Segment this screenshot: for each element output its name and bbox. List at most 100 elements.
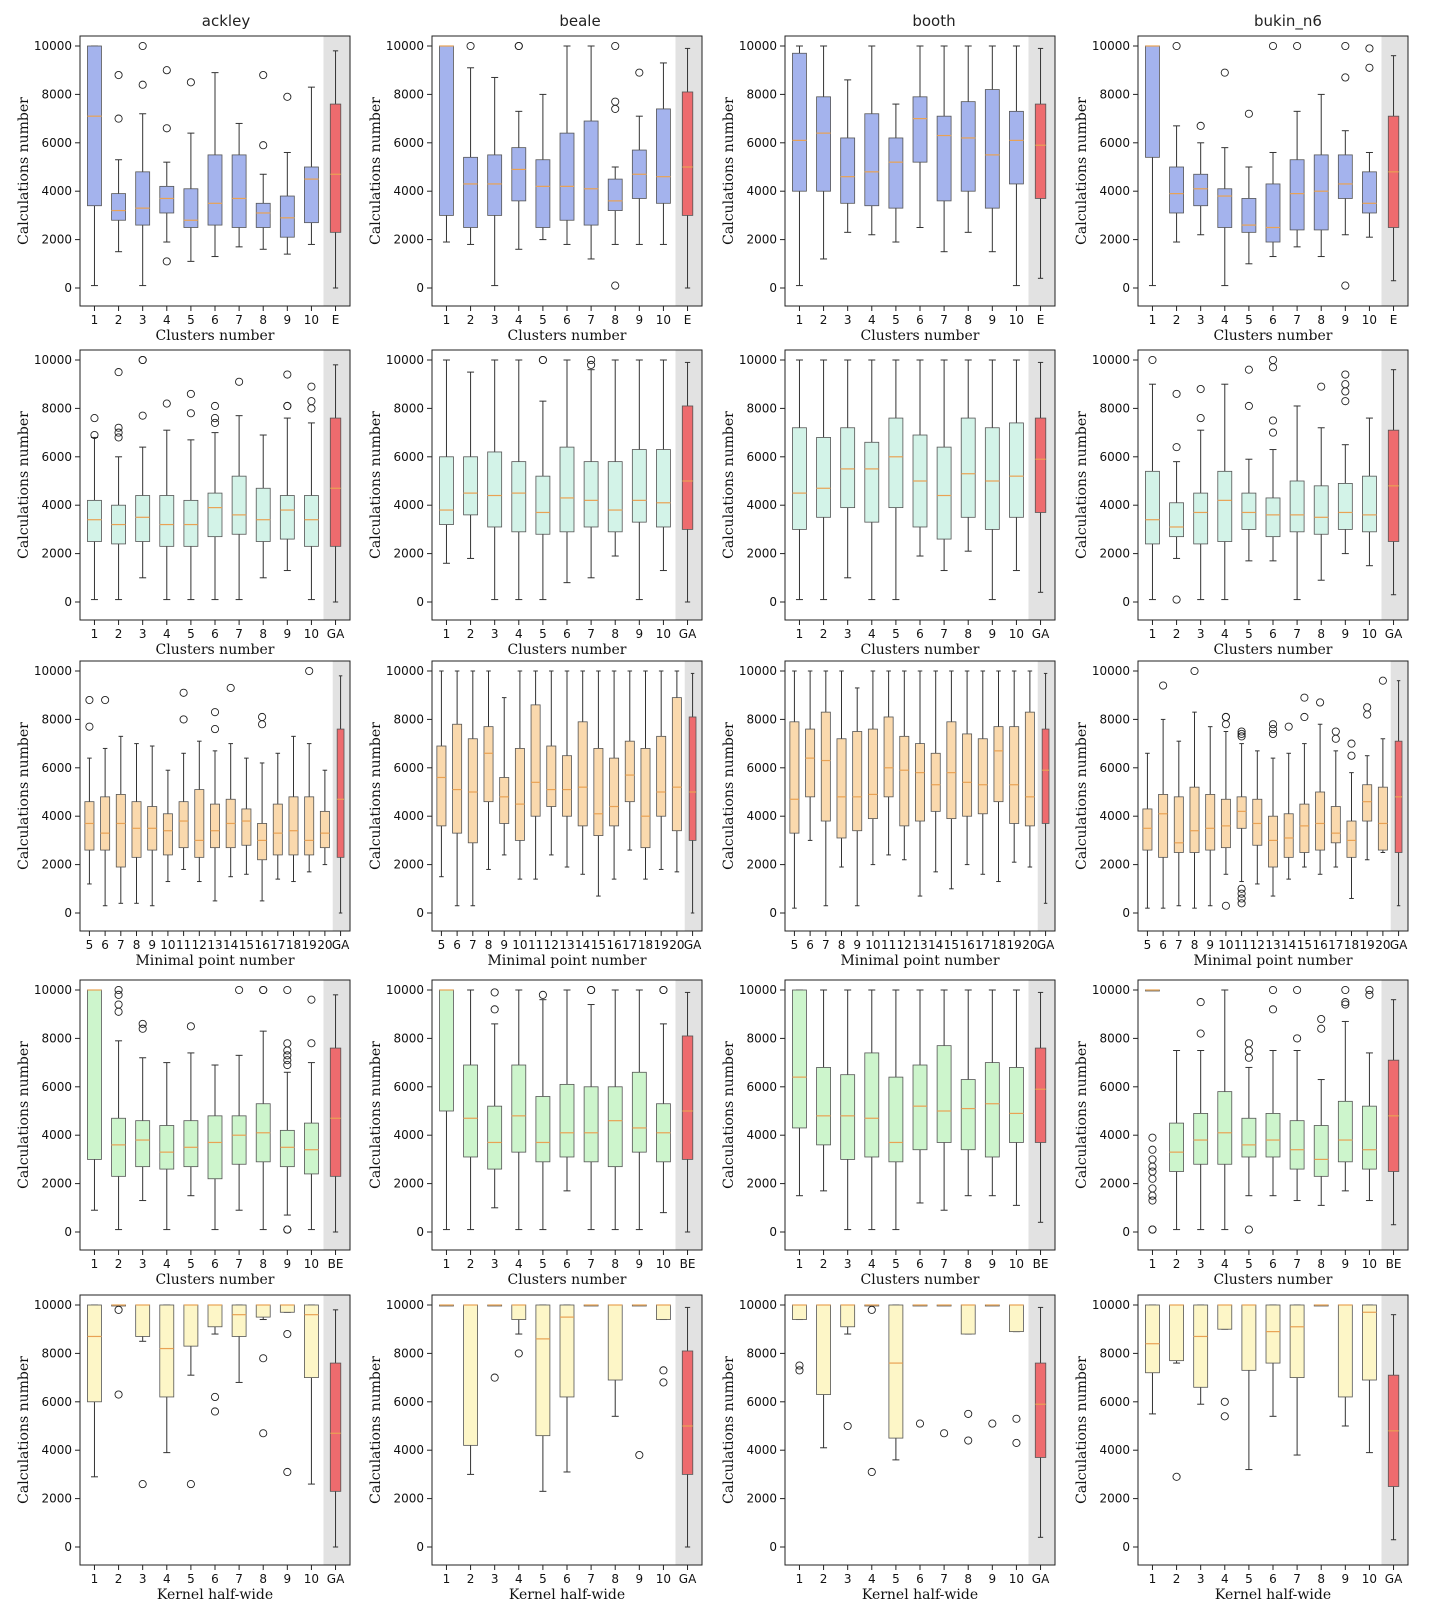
iqr-box: [1009, 1067, 1024, 1143]
box-15: [946, 670, 957, 890]
box-3: [840, 359, 856, 579]
iqr-box: [1145, 45, 1160, 158]
iqr-box: [1009, 1304, 1024, 1333]
box-2: [1169, 1050, 1184, 1231]
x-tick-label: GA: [332, 938, 350, 952]
outlier-point: [1341, 380, 1350, 389]
outlier-point: [1300, 693, 1309, 702]
y-tick-label: 6000: [41, 450, 72, 464]
x-axis-label: Clusters number: [861, 328, 980, 344]
y-tick-label: 8000: [1099, 87, 1130, 101]
iqr-box: [439, 45, 454, 216]
iqr-box: [1145, 470, 1160, 545]
x-tick-label: 3: [844, 1572, 852, 1586]
box-10: [867, 670, 878, 866]
x-tick-label: 6: [563, 1572, 571, 1586]
iqr-box: [1265, 1304, 1281, 1364]
box-9: [852, 687, 863, 907]
box-3: [487, 359, 503, 601]
x-tick-label: 7: [1175, 938, 1183, 952]
box-10: [656, 1304, 671, 1387]
outlier-point: [162, 257, 171, 266]
y-tick-label: 0: [769, 1225, 777, 1239]
y-tick-label: 0: [64, 1540, 72, 1554]
y-tick-label: 6000: [393, 1395, 424, 1409]
y-tick-label: 0: [1122, 595, 1130, 609]
x-axis-label: Kernel half-wide: [509, 1587, 625, 1603]
y-axis-label: Calculations number: [368, 411, 384, 559]
y-tick-label: 8000: [393, 87, 424, 101]
iqr-box: [840, 137, 856, 204]
iqr-box: [1158, 794, 1169, 858]
outlier-point: [1268, 428, 1278, 437]
y-tick-label: 10000: [1092, 664, 1130, 678]
outlier-point: [283, 92, 292, 101]
box-GA: [1041, 672, 1050, 904]
x-tick-label: 5: [892, 1572, 900, 1586]
y-tick-label: 10000: [739, 353, 777, 367]
x-tick-label: 3: [1197, 627, 1205, 641]
box-7: [583, 985, 599, 1231]
x-tick-label: 6: [1269, 627, 1277, 641]
x-tick-label: 7: [1293, 1572, 1301, 1586]
box-9: [1337, 370, 1353, 555]
box-4: [511, 359, 527, 601]
box-7: [820, 670, 831, 907]
outlier-point: [283, 1467, 292, 1477]
iqr-box: [535, 475, 551, 535]
y-tick-label: 2000: [746, 858, 777, 872]
y-tick-label: 0: [416, 1225, 424, 1239]
x-tick-label: 9: [636, 627, 644, 641]
outlier-point: [114, 423, 123, 432]
x-axis-label: Clusters number: [861, 642, 980, 658]
iqr-box: [255, 202, 271, 228]
x-tick-label: 9: [1342, 313, 1350, 327]
outlier-point: [283, 1039, 292, 1048]
y-tick-label: 4000: [41, 1128, 72, 1142]
y-tick-label: 0: [1122, 906, 1130, 920]
box-4: [511, 1304, 527, 1358]
box-5: [535, 355, 551, 601]
x-tick-label: 6: [453, 938, 461, 952]
iqr-box: [207, 1304, 223, 1328]
outlier-point: [1221, 901, 1230, 910]
x-tick-label: GA: [327, 1572, 345, 1586]
y-tick-label: 8000: [393, 1031, 424, 1045]
box-20: [1377, 676, 1388, 853]
column-title-booth: booth: [912, 12, 955, 30]
x-axis-label: Clusters number: [1214, 642, 1333, 658]
x-tick-label: 9: [284, 313, 292, 327]
panel-booth-row-3: 0 2000 4000 6000 8000 10000 Calculations numbe…: [721, 660, 1056, 969]
box-GA: [688, 672, 697, 914]
x-tick-label: 2: [820, 313, 828, 327]
y-tick-label: 0: [416, 1540, 424, 1554]
box-6: [805, 670, 816, 841]
y-tick-label: 8000: [393, 712, 424, 726]
outlier-point: [1172, 1472, 1181, 1481]
box-2: [463, 989, 478, 1231]
x-tick-label: 1: [796, 313, 804, 327]
box-2: [463, 1304, 478, 1475]
outlier-point: [611, 104, 620, 113]
x-tick-label: 8: [259, 1257, 267, 1271]
box-2: [463, 41, 478, 245]
iqr-box: [1362, 1105, 1377, 1170]
x-tick-label: 2: [115, 313, 123, 327]
outlier-point: [283, 1056, 292, 1065]
box-E: [681, 47, 694, 289]
iqr-box: [304, 1304, 319, 1378]
x-tick-label: 10: [304, 313, 319, 327]
iqr-box: [487, 1105, 503, 1170]
box-11: [883, 670, 894, 856]
x-tick-label: 5: [1144, 938, 1152, 952]
iqr-box: [111, 193, 126, 221]
outlier-point: [1196, 998, 1205, 1007]
y-tick-label: 6000: [746, 1080, 777, 1094]
x-tick-label: 5: [1245, 1572, 1253, 1586]
box-9: [631, 68, 647, 245]
x-tick-label: 3: [491, 627, 499, 641]
x-tick-label: 6: [563, 1257, 571, 1271]
box-10: [162, 769, 173, 883]
outlier-point: [1331, 727, 1340, 736]
